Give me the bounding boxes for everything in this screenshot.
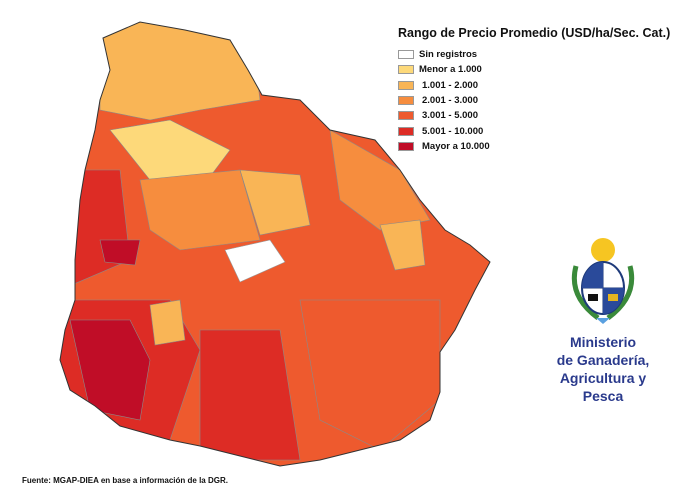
- legend-swatch: [398, 50, 414, 60]
- legend-item: Sin registros: [398, 47, 670, 62]
- legend-item: 5.001 - 10.000: [398, 123, 670, 138]
- legend-label: 3.001 - 5.000: [422, 110, 478, 122]
- region-east-pale: [379, 219, 426, 271]
- legend-item: Mayor a 10.000: [398, 139, 670, 154]
- region-no-data: [224, 239, 286, 283]
- region-southeast: [299, 299, 441, 451]
- legend-label: Menor a 1.000: [419, 64, 482, 76]
- region-west-dark: [99, 239, 141, 266]
- legend-title: Rango de Precio Promedio (USD/ha/Sec. Ca…: [398, 26, 671, 40]
- ministry-name: Ministerio de Ganadería, Agricultura y P…: [556, 334, 650, 404]
- legend-item: Menor a 1.000: [398, 62, 670, 77]
- source-note: Fuente: MGAP-DIEA en base a información …: [22, 476, 228, 485]
- legend-item: 3.001 - 5.000: [398, 108, 670, 123]
- legend-swatch: [398, 141, 414, 151]
- legend-swatch: [398, 80, 414, 90]
- legend-label: Mayor a 10.000: [422, 140, 490, 152]
- legend-label: 5.001 - 10.000: [422, 125, 484, 137]
- region-southwest-dark: [69, 319, 151, 421]
- legend-label: Sin registros: [419, 49, 478, 61]
- legend-swatch: [398, 65, 414, 75]
- legend-label: 1.001 - 2.000: [422, 79, 478, 91]
- region-north: [99, 22, 261, 121]
- coat-of-arms-logo: [548, 236, 658, 331]
- legend-swatch: [398, 111, 414, 121]
- region-center-north: [239, 169, 311, 236]
- legend-item: 1.001 - 2.000: [398, 78, 670, 93]
- region-center-west: [139, 169, 261, 251]
- region-south: [199, 329, 301, 461]
- legend-label: 2.001 - 3.000: [422, 95, 478, 107]
- legend-item: 2.001 - 3.000: [398, 93, 670, 108]
- legend-swatch: [398, 96, 414, 106]
- country-outline: [59, 21, 491, 467]
- region-pale-south: [149, 299, 186, 346]
- legend: Rango de Precio Promedio (USD/ha/Sec. Ca…: [398, 26, 670, 154]
- legend-swatch: [398, 126, 414, 136]
- region-north-central: [109, 119, 231, 191]
